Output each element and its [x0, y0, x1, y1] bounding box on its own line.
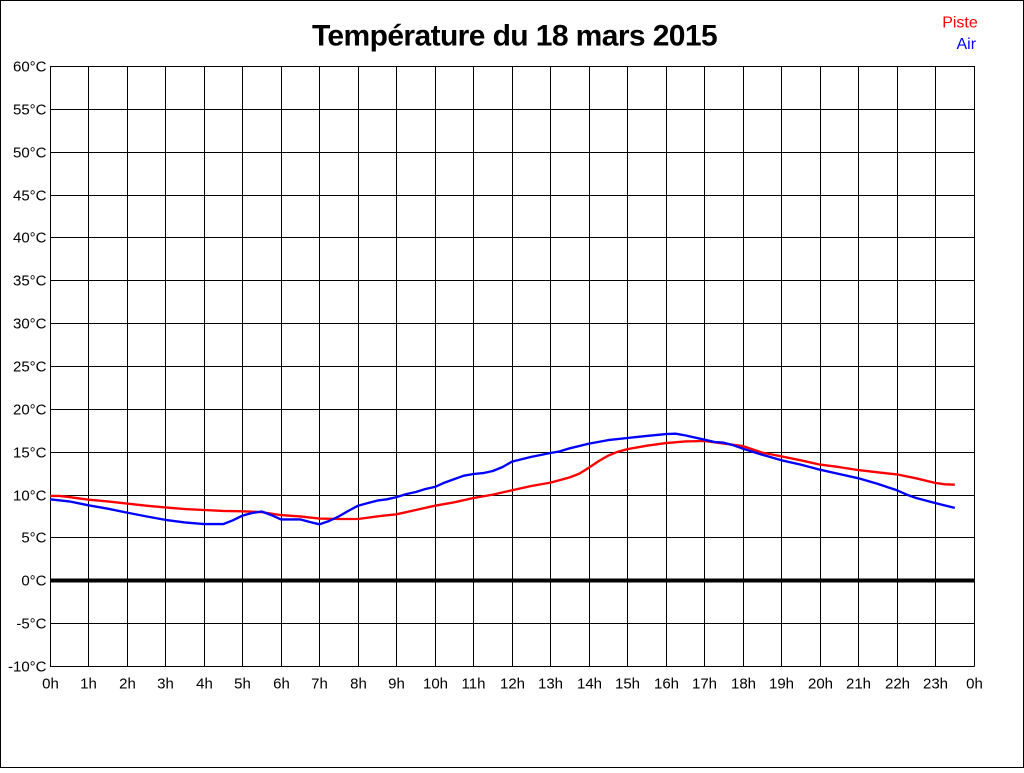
- svg-text:16h: 16h: [654, 676, 679, 693]
- svg-text:15°C: 15°C: [13, 444, 47, 461]
- svg-text:20°C: 20°C: [13, 401, 47, 418]
- svg-text:4h: 4h: [196, 676, 213, 693]
- svg-text:11h: 11h: [462, 676, 486, 693]
- svg-text:50°C: 50°C: [13, 144, 47, 161]
- svg-text:3h: 3h: [157, 676, 174, 693]
- svg-text:9h: 9h: [388, 676, 405, 693]
- svg-text:10h: 10h: [423, 676, 448, 693]
- svg-text:30°C: 30°C: [13, 315, 47, 332]
- svg-text:-10°C: -10°C: [8, 658, 47, 675]
- svg-text:12h: 12h: [500, 676, 525, 693]
- svg-text:55°C: 55°C: [13, 101, 47, 118]
- svg-text:60°C: 60°C: [13, 58, 47, 75]
- svg-text:8h: 8h: [350, 676, 367, 693]
- svg-text:17h: 17h: [692, 676, 717, 693]
- svg-text:6h: 6h: [273, 676, 290, 693]
- svg-text:7h: 7h: [311, 676, 328, 693]
- svg-text:-5°C: -5°C: [16, 615, 46, 632]
- svg-text:15h: 15h: [615, 676, 640, 693]
- svg-text:14h: 14h: [577, 676, 602, 693]
- svg-text:10°C: 10°C: [13, 487, 47, 504]
- svg-text:21h: 21h: [846, 676, 871, 693]
- svg-text:45°C: 45°C: [13, 187, 47, 204]
- svg-text:23h: 23h: [923, 676, 948, 693]
- svg-text:2h: 2h: [119, 676, 136, 693]
- svg-text:Température du 18 mars 2015: Température du 18 mars 2015: [312, 20, 717, 53]
- svg-text:5h: 5h: [234, 676, 251, 693]
- svg-text:13h: 13h: [538, 676, 563, 693]
- svg-text:20h: 20h: [808, 676, 833, 693]
- svg-text:Piste: Piste: [942, 14, 978, 31]
- svg-text:35°C: 35°C: [13, 272, 47, 289]
- svg-text:18h: 18h: [731, 676, 756, 693]
- svg-text:5°C: 5°C: [21, 529, 46, 546]
- svg-text:40°C: 40°C: [13, 229, 47, 246]
- svg-text:1h: 1h: [80, 676, 97, 693]
- svg-text:19h: 19h: [769, 676, 794, 693]
- svg-text:0h: 0h: [42, 676, 59, 693]
- svg-text:Air: Air: [957, 36, 977, 53]
- svg-text:0h: 0h: [966, 676, 983, 693]
- svg-text:22h: 22h: [885, 676, 910, 693]
- svg-text:25°C: 25°C: [13, 358, 47, 375]
- svg-text:0°C: 0°C: [21, 572, 46, 589]
